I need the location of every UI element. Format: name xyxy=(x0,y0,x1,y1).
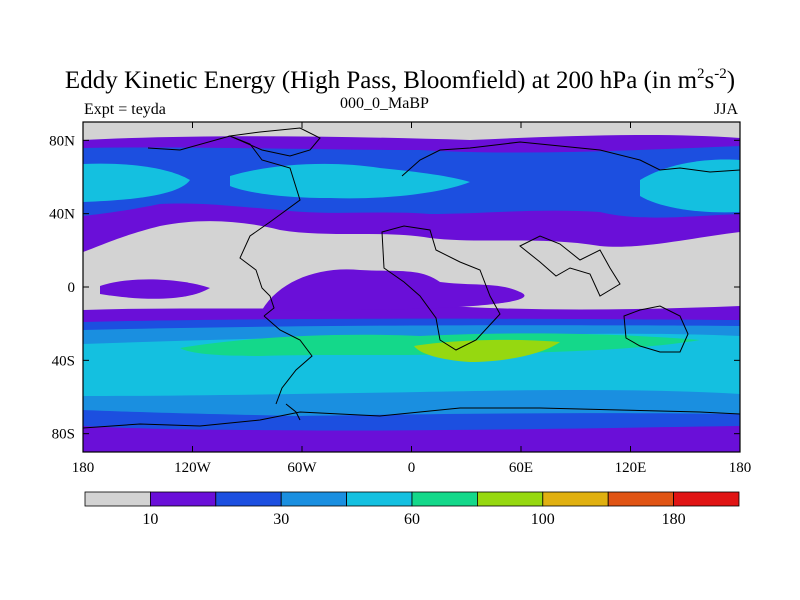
colorbar-swatch xyxy=(542,491,609,507)
season-label: JJA xyxy=(714,101,739,118)
contour-band-north-60-b xyxy=(230,163,470,199)
lon-tick-label: 120W xyxy=(174,460,212,476)
title-superscript-2: -2 xyxy=(714,66,727,82)
contour-band-north-60 xyxy=(83,163,190,202)
lat-tick-label: 0 xyxy=(68,280,76,296)
longitude-axis: 180 120W 60W 0 60E 120E 180 xyxy=(72,122,752,476)
coastline-europe-asia xyxy=(401,141,740,177)
coastlines xyxy=(83,127,740,429)
colorbar-swatch xyxy=(280,491,348,507)
colorbar-swatch xyxy=(84,491,151,507)
contour-field xyxy=(83,134,740,452)
colorbar-swatch xyxy=(215,491,282,507)
title-close: ) xyxy=(726,67,736,94)
contour-blob-atlantic-10 xyxy=(262,269,525,311)
lon-tick-label: 60W xyxy=(287,460,317,476)
colorbar-swatch xyxy=(411,491,478,507)
colorbar-swatch xyxy=(476,491,544,507)
experiment-label: Expt = teyda xyxy=(84,101,166,118)
coastline-antarctic-peninsula xyxy=(285,403,301,421)
coastline-africa xyxy=(381,225,501,351)
lon-tick-label: 0 xyxy=(408,460,416,476)
lat-tick-label: 80N xyxy=(49,133,75,149)
colorbar-swatch xyxy=(607,491,675,507)
latitude-axis: 80N 40N 0 40S 80S xyxy=(49,133,740,443)
coastline-south-asia xyxy=(519,235,621,297)
lat-tick-label: 80S xyxy=(52,427,75,443)
lon-tick-label: 180 xyxy=(72,460,95,476)
lon-tick-label: 180 xyxy=(729,460,752,476)
colorbar-label: 10 xyxy=(142,511,158,528)
colorbar-label: 60 xyxy=(404,511,420,528)
contour-band-north-60-c xyxy=(640,159,740,213)
case-label: 000_0_MaBP xyxy=(340,95,429,112)
lat-tick-label: 40S xyxy=(52,353,75,369)
colorbar-label: 100 xyxy=(531,511,555,528)
coastline-greenland xyxy=(228,127,321,157)
colorbar-swatch xyxy=(346,491,413,507)
colorbar: 10 30 60 100 180 xyxy=(84,491,740,528)
colorbar-label: 30 xyxy=(273,511,289,528)
coastline-antarctica xyxy=(83,407,740,429)
coastline-south-america xyxy=(263,315,313,405)
title-superscript-1: 2 xyxy=(697,66,705,82)
lat-tick-label: 40N xyxy=(49,207,75,223)
lon-tick-label: 60E xyxy=(509,460,533,476)
lon-tick-label: 120E xyxy=(615,460,647,476)
coastline-australia xyxy=(623,305,689,353)
colorbar-label: 180 xyxy=(662,511,686,528)
title-unit-s: s xyxy=(704,67,715,94)
contour-band-tropics-10 xyxy=(83,304,740,318)
title-text: Eddy Kinetic Energy (High Pass, Bloomfie… xyxy=(64,67,698,94)
map-title: Eddy Kinetic Energy (High Pass, Bloomfie… xyxy=(0,66,800,95)
contour-blob-equator-10 xyxy=(100,279,210,299)
map-plot-area xyxy=(82,121,741,453)
colorbar-swatch xyxy=(149,491,217,507)
contour-band-south-100 xyxy=(414,339,560,362)
colorbar-swatch xyxy=(673,491,740,507)
